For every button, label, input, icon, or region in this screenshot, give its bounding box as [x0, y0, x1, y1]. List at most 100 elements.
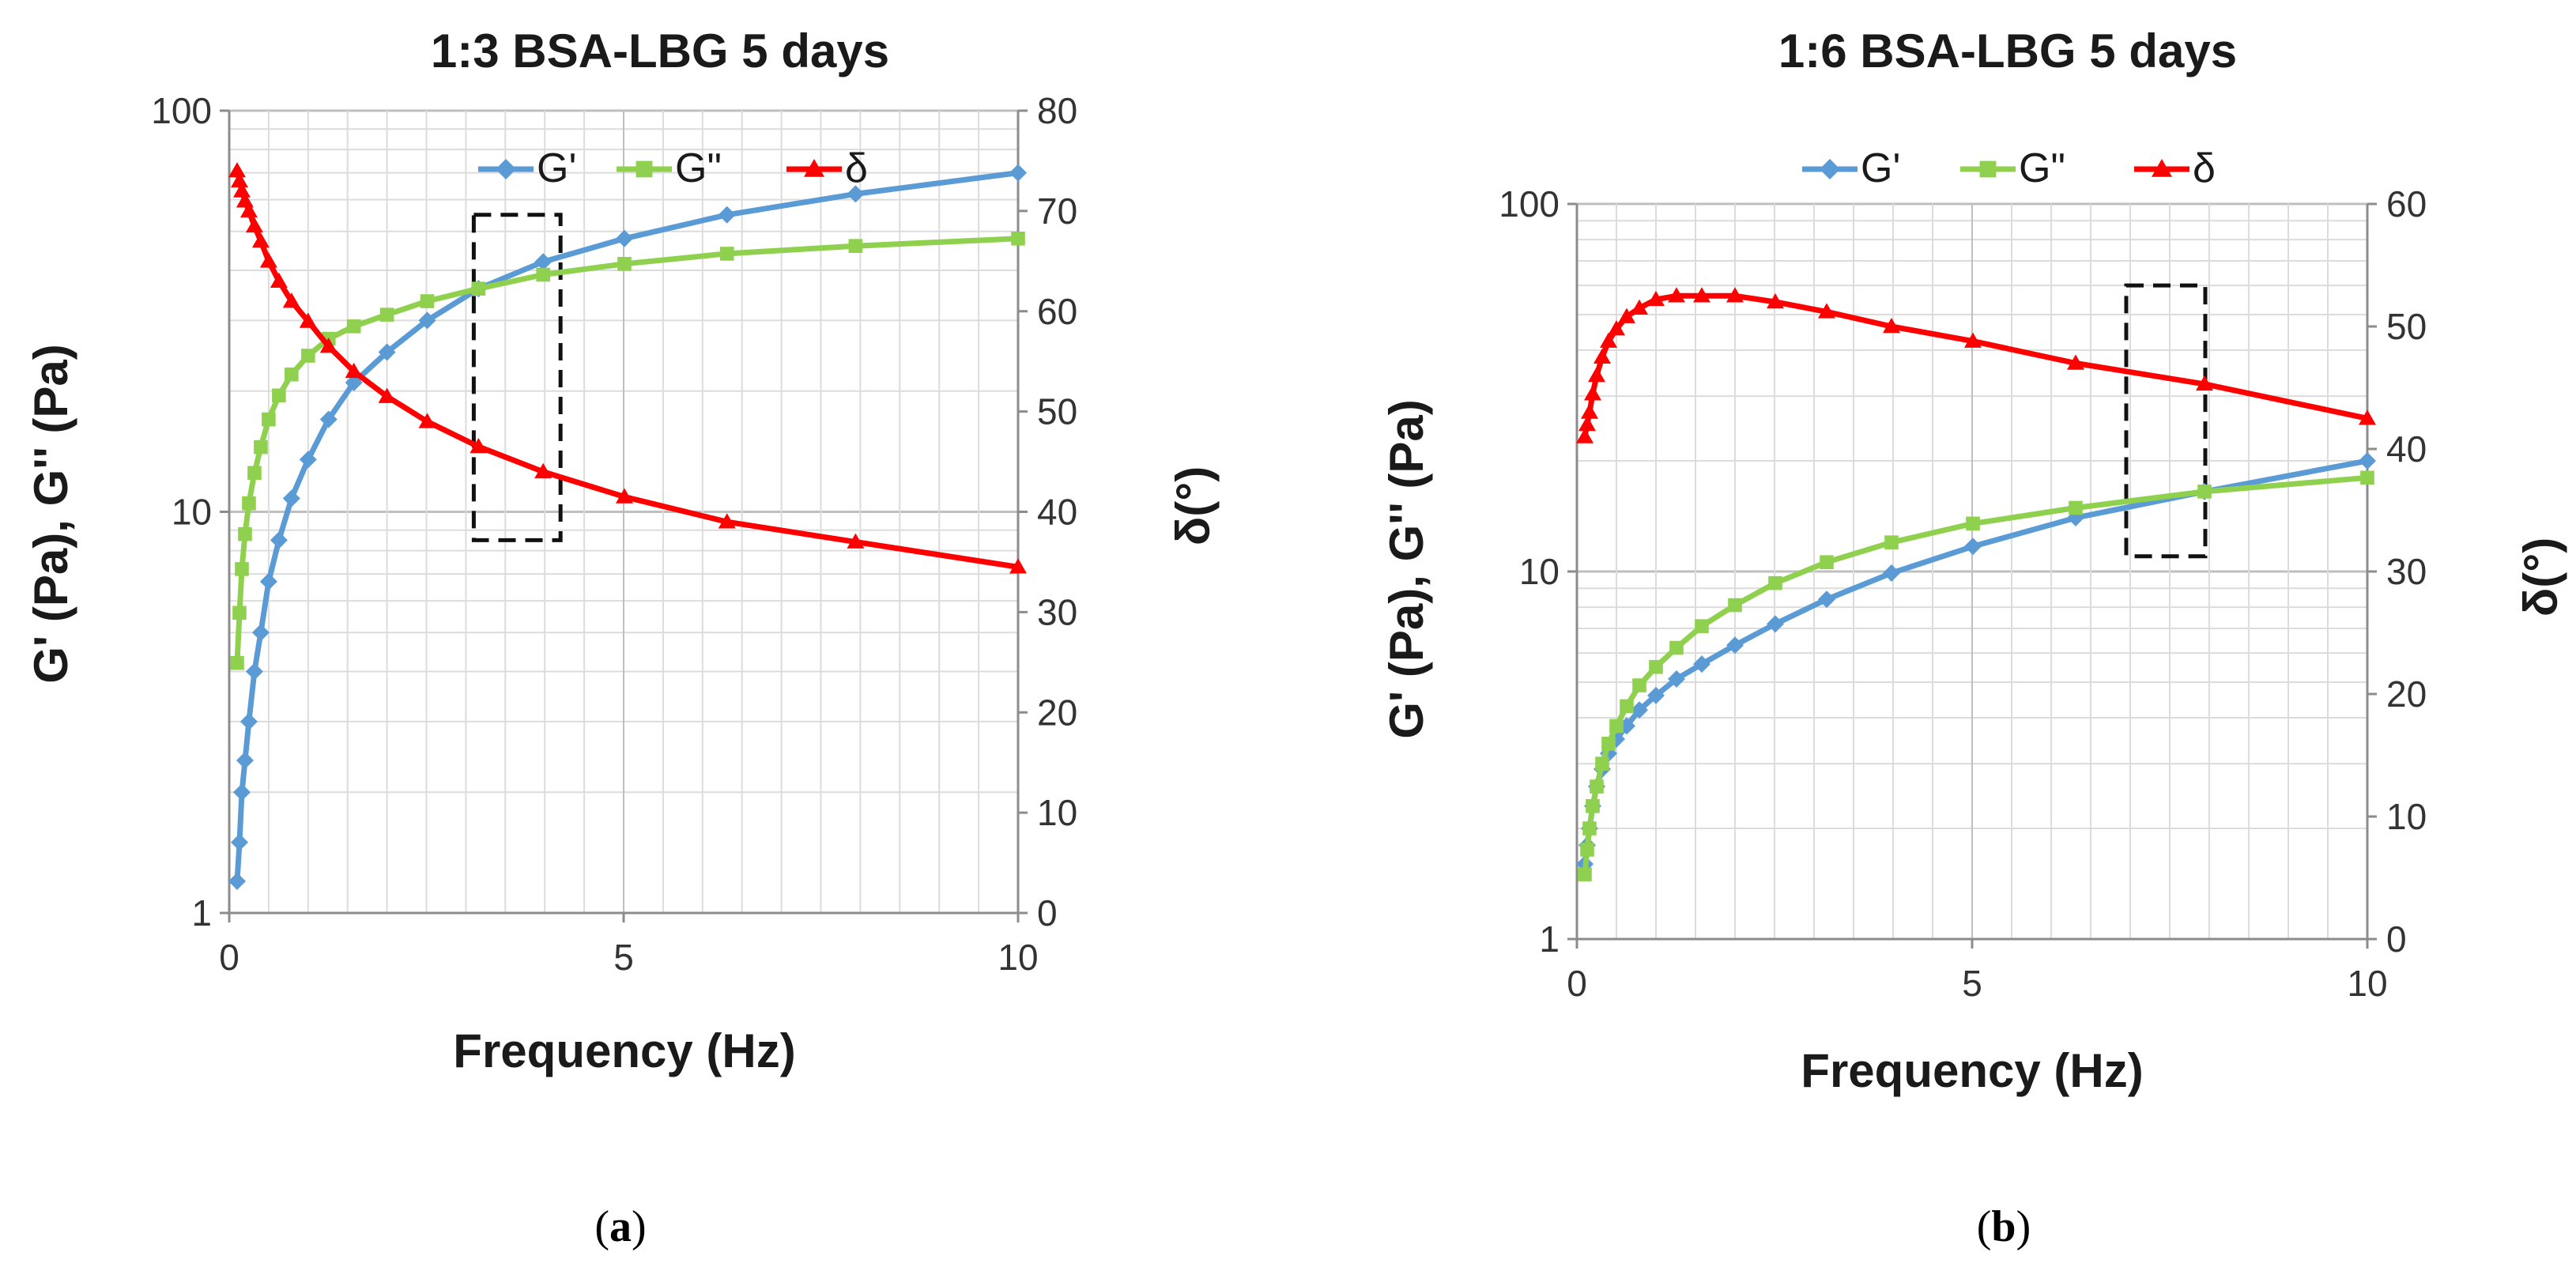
panel-caption-letter: b — [1991, 1202, 2016, 1251]
x-tick-label: 10 — [998, 937, 1038, 978]
data-point — [1726, 287, 1744, 303]
data-point — [719, 247, 734, 261]
data-point — [1582, 821, 1597, 836]
data-point — [615, 488, 633, 504]
y-right-tick-label: 30 — [2386, 551, 2427, 592]
data-point — [299, 451, 317, 469]
x-tick-label: 0 — [219, 937, 239, 978]
y-right-tick-label: 40 — [2386, 428, 2427, 470]
data-point — [1883, 564, 1900, 583]
legend-label: G" — [2019, 145, 2065, 191]
data-point — [285, 367, 299, 382]
data-point — [230, 655, 244, 670]
y-right-tick-label: 0 — [1037, 892, 1058, 934]
series-delta — [228, 162, 1027, 574]
y-left-axis-label: G' (Pa), G'' (Pa) — [1380, 399, 1433, 739]
y-left-tick-label: 10 — [1519, 551, 1560, 592]
y-right-tick-label: 40 — [1037, 492, 1077, 533]
data-point — [251, 624, 270, 642]
legend-label: G' — [1861, 145, 1900, 191]
data-point — [804, 159, 824, 177]
data-point — [379, 307, 394, 322]
data-point — [1668, 670, 1685, 688]
y-left-tick-label: 1 — [1539, 919, 1560, 960]
series-line — [1582, 474, 2368, 875]
data-point — [2359, 452, 2376, 470]
y-right-tick-label: 0 — [2386, 919, 2407, 960]
data-point — [1767, 615, 1784, 633]
data-point — [319, 338, 338, 353]
series-g-double-prime — [230, 231, 1025, 670]
y-right-tick-label: 70 — [1037, 190, 1077, 232]
data-point — [235, 562, 249, 576]
data-point — [259, 572, 277, 590]
y-right-tick-label: 20 — [1037, 692, 1077, 733]
data-point — [2360, 470, 2374, 485]
data-point — [272, 388, 286, 403]
data-point — [1728, 598, 1742, 613]
legend: G' G" δ — [1802, 145, 2216, 191]
data-point — [1631, 701, 1648, 719]
data-point — [345, 362, 363, 379]
gridlines — [1577, 202, 2368, 941]
x-tick-label: 5 — [1962, 963, 1982, 1004]
highlight-box — [2124, 283, 2208, 559]
data-point — [1620, 699, 1634, 714]
data-point — [1588, 367, 1605, 383]
y-right-tick-label: 10 — [1037, 792, 1077, 833]
data-point — [1695, 619, 1709, 633]
series-line — [234, 236, 1019, 663]
data-point — [847, 533, 865, 549]
data-point — [1590, 779, 1604, 794]
y-right-tick-label: 10 — [2386, 796, 2427, 837]
x-tick-label: 10 — [2347, 963, 2387, 1004]
legend-label: δ — [2193, 145, 2216, 191]
x-axis-label: Frequency (Hz) — [1801, 1044, 2143, 1097]
data-point — [238, 526, 252, 541]
data-point — [848, 239, 863, 253]
y-right-axis-label: δ(°) — [1167, 466, 1220, 545]
data-point — [282, 489, 300, 507]
data-point — [254, 439, 268, 455]
series-line — [1582, 292, 2368, 438]
y-left-tick-label: 100 — [151, 90, 212, 131]
highlight-box — [471, 213, 563, 542]
data-point — [242, 496, 256, 511]
data-point — [1609, 719, 1624, 734]
data-point — [470, 438, 488, 454]
data-point — [1768, 575, 1782, 590]
data-point — [1595, 756, 1609, 771]
legend: G' G" δ — [478, 145, 868, 191]
data-point — [2197, 485, 2212, 499]
data-point — [270, 272, 288, 288]
data-point — [496, 159, 516, 179]
series-line — [234, 170, 1019, 882]
data-point — [232, 605, 247, 621]
data-point — [471, 281, 486, 296]
data-point — [228, 162, 246, 178]
data-point — [418, 311, 436, 330]
panel-caption-close: ) — [632, 1202, 647, 1251]
data-point — [617, 257, 632, 271]
data-point — [1693, 287, 1710, 303]
data-point — [847, 185, 865, 203]
data-point — [1669, 640, 1684, 655]
data-point — [615, 229, 633, 247]
data-point — [1600, 332, 1617, 348]
panel-caption: (a) — [594, 1202, 646, 1251]
data-point — [378, 343, 396, 361]
y-left-tick-label: 1 — [191, 892, 212, 934]
data-point — [2152, 159, 2172, 177]
data-point — [230, 833, 248, 851]
data-point — [2067, 354, 2084, 370]
data-point — [247, 466, 262, 481]
legend-label: δ — [845, 145, 868, 191]
data-point — [1964, 332, 1982, 348]
data-point — [1586, 798, 1600, 813]
y-right-tick-label: 80 — [1037, 90, 1077, 131]
legend-label: G' — [537, 145, 576, 191]
data-point — [1580, 843, 1594, 857]
data-point — [1820, 555, 1834, 570]
